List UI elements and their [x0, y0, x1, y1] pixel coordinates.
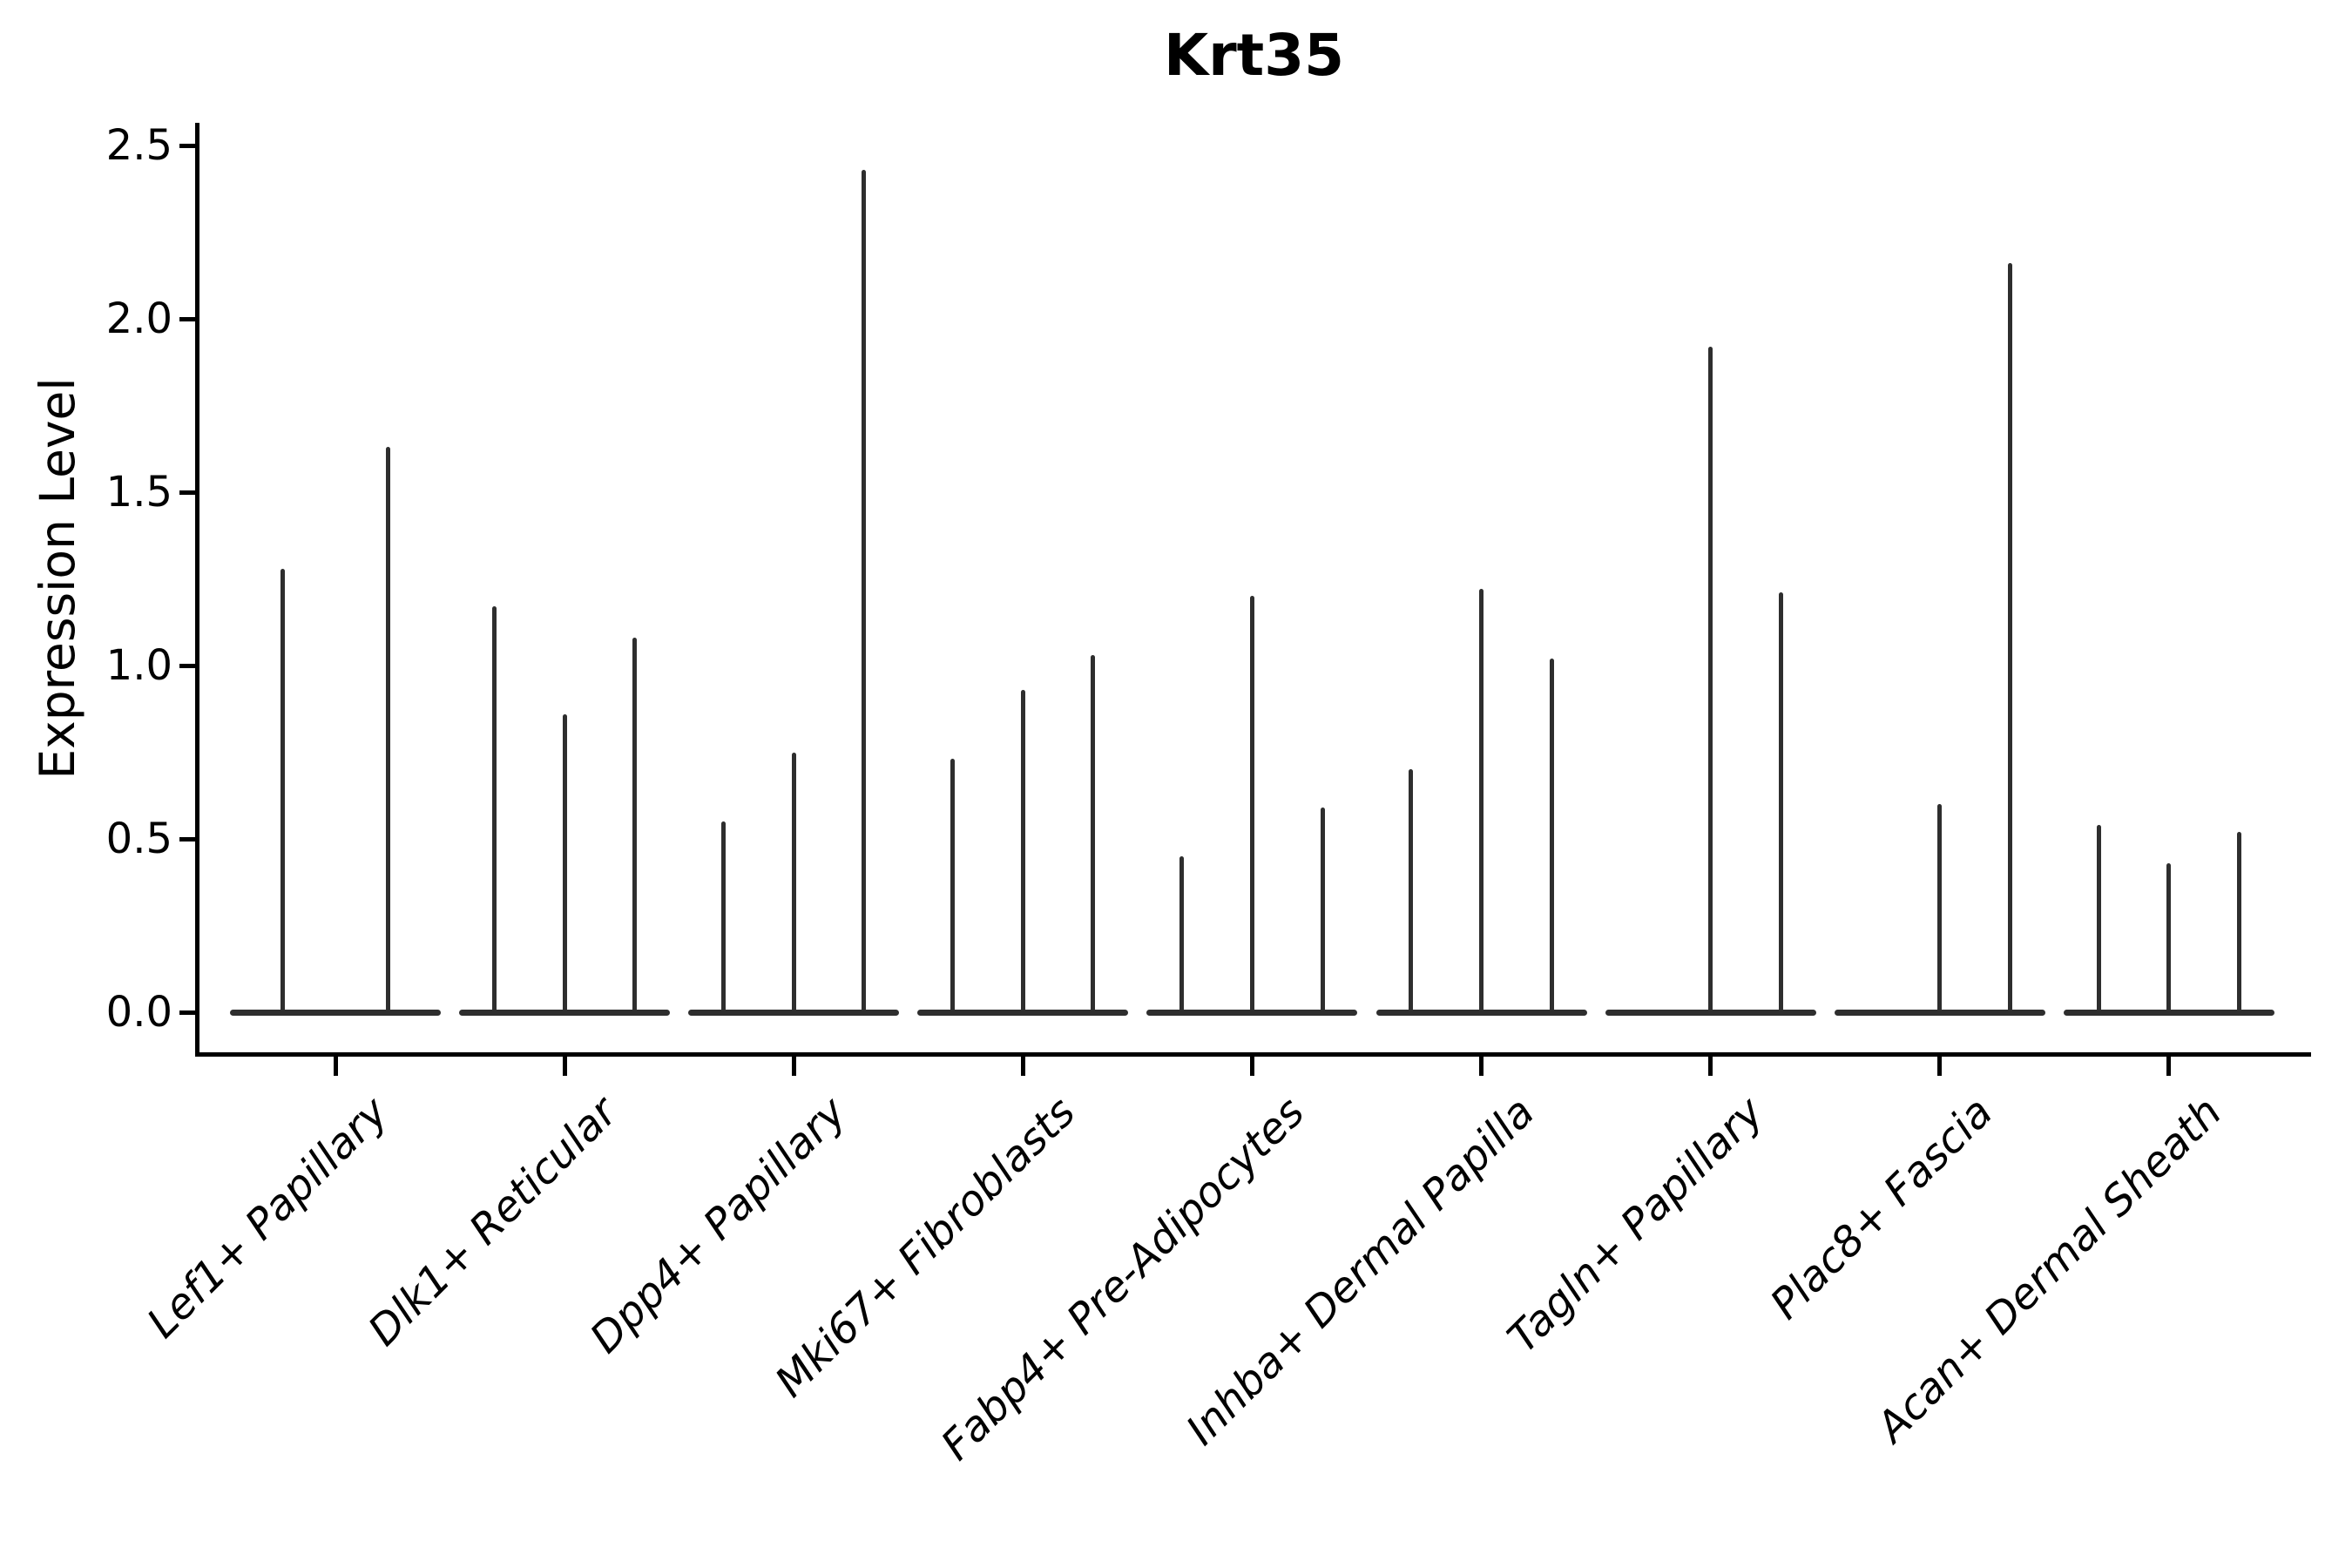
violin-baseline	[2063, 1009, 2274, 1016]
y-axis-spine	[194, 123, 199, 1057]
x-axis-spine	[194, 1051, 2311, 1057]
y-tick-label: 2.0	[105, 294, 172, 343]
violin-spike	[632, 638, 638, 1012]
y-tick-mark	[179, 836, 197, 841]
violin-baseline	[1146, 1009, 1358, 1016]
violin-spike	[1179, 855, 1185, 1012]
y-tick-label: 0.5	[105, 814, 172, 863]
violin-baseline	[917, 1009, 1129, 1016]
violin-spike	[562, 713, 567, 1012]
violin-baseline	[1834, 1009, 2045, 1016]
violin-spike	[721, 821, 727, 1012]
y-tick-mark	[179, 490, 197, 495]
violin-spike	[1020, 689, 1025, 1012]
x-tick-mark	[1249, 1056, 1254, 1076]
violin-baseline	[230, 1009, 441, 1016]
x-tick-mark	[1708, 1056, 1713, 1076]
violin-spike	[1937, 804, 1943, 1012]
violin-spike	[2007, 263, 2012, 1012]
violin-spike	[1708, 346, 1713, 1012]
y-tick-label: 0.0	[105, 988, 172, 1037]
violin-baseline	[459, 1009, 671, 1016]
violin-spike	[491, 606, 497, 1012]
violin-spike	[1479, 589, 1484, 1012]
violin-spike	[386, 447, 390, 1012]
chart-title: Krt35	[1163, 22, 1345, 89]
violin-baseline	[1605, 1009, 1816, 1016]
x-tick-mark	[1020, 1056, 1025, 1076]
y-tick-mark	[179, 316, 197, 321]
violin-spike	[1249, 596, 1254, 1012]
y-tick-label: 2.5	[105, 121, 172, 170]
violin-spike	[2236, 832, 2241, 1012]
violin-spike	[1778, 592, 1783, 1012]
violin-spike	[1091, 655, 1096, 1012]
y-tick-label: 1.5	[105, 468, 172, 517]
y-tick-mark	[179, 1010, 197, 1015]
violin-spike	[791, 752, 796, 1012]
violin-spike	[1320, 808, 1325, 1012]
violin-baseline	[1375, 1009, 1587, 1016]
violin-spike	[2166, 862, 2172, 1012]
x-tick-mark	[1937, 1056, 1943, 1076]
x-tick-mark	[1479, 1056, 1484, 1076]
y-tick-mark	[179, 143, 197, 148]
x-tick-mark	[562, 1056, 567, 1076]
violin-spike	[1409, 769, 1414, 1012]
y-tick-mark	[179, 663, 197, 668]
violin-spike	[280, 568, 285, 1012]
violin-baseline	[688, 1009, 900, 1016]
x-tick-mark	[333, 1056, 338, 1076]
violin-spike	[862, 169, 867, 1012]
violin-spike	[2096, 825, 2101, 1012]
y-tick-label: 1.0	[105, 641, 172, 690]
violin-spike	[950, 759, 956, 1012]
y-axis-label: Expression Level	[30, 377, 85, 780]
x-tick-mark	[2166, 1056, 2172, 1076]
x-tick-mark	[791, 1056, 796, 1076]
violin-spike	[1549, 659, 1554, 1012]
